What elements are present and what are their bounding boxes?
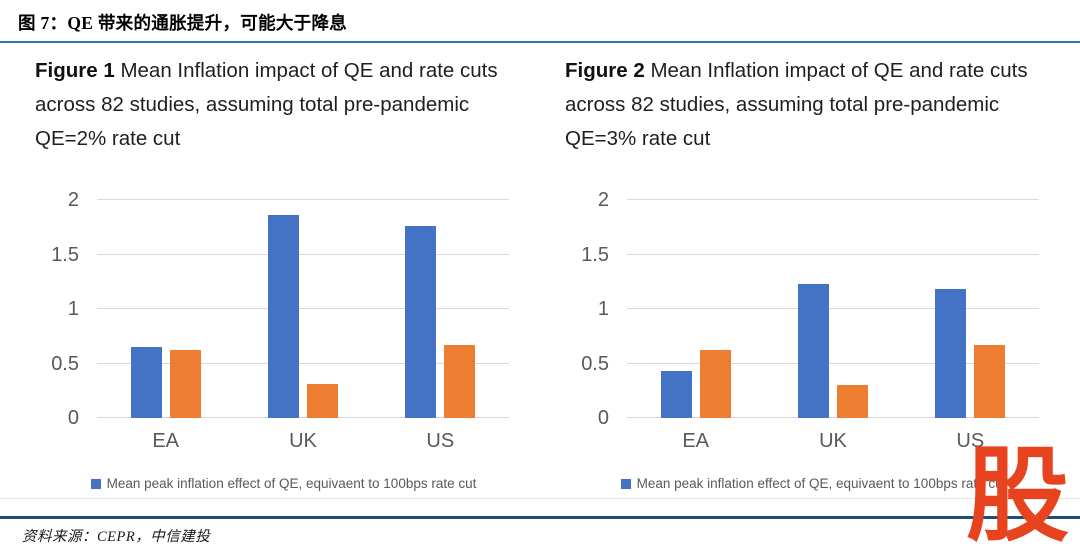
plot-area [627, 199, 1039, 418]
figure-caption: 图 7：QE 带来的通胀提升，可能大于降息 [18, 13, 348, 33]
bar-ea-series2 [699, 350, 731, 418]
bar-group-us [372, 200, 509, 418]
x-tick-label-ea: EA [682, 430, 709, 452]
y-tick-label: 1.5 [581, 243, 609, 266]
bar-uk-series1 [797, 283, 829, 418]
y-tick-label: 1.5 [51, 243, 79, 266]
x-tick-label-us: US [956, 430, 985, 452]
y-tick-label: 0 [67, 407, 79, 429]
gridline-y-0.5 [97, 362, 509, 364]
gridline-y-2 [97, 199, 509, 200]
y-tick-label: 0.5 [51, 352, 79, 375]
chart-bottom-faint-rule [0, 498, 1080, 499]
figure2-title-number: Figure 2 [565, 59, 645, 82]
bar-group-uk [764, 200, 901, 418]
bar-us-series2 [974, 344, 1006, 418]
data-source-note: 资料来源：CEPR，中信建投 [22, 529, 211, 545]
figure1-panel: Figure 1 Mean Inflation impact of QE and… [35, 52, 532, 512]
gridline-y-1 [627, 308, 1039, 309]
bar-group-ea [97, 200, 234, 418]
bar-uk-series2 [836, 385, 868, 418]
x-tick-label-uk: UK [289, 430, 317, 452]
bar-us-series1 [405, 226, 437, 418]
y-tick-label: 1 [67, 298, 79, 320]
bar-groups [627, 200, 1039, 418]
figure2-legend: Mean peak inflation effect of QE, equiva… [565, 476, 1062, 491]
figure-bottom-rule [0, 516, 1080, 519]
gridline-y-1.5 [627, 253, 1039, 255]
figure1-y-axis: 0 0.5 1 1.5 2 [35, 189, 79, 429]
bar-us-series1 [935, 289, 967, 418]
bar-group-ea [627, 200, 764, 418]
x-tick-label-uk: UK [819, 430, 847, 452]
figure1-legend: Mean peak inflation effect of QE, equiva… [35, 476, 532, 491]
figure2-panel: Figure 2 Mean Inflation impact of QE and… [565, 52, 1062, 512]
y-tick-label: 0 [597, 407, 609, 429]
y-tick-label: 1 [597, 298, 609, 320]
figure2-title: Figure 2 Mean Inflation impact of QE and… [565, 54, 1045, 156]
gridline-y-1.5 [97, 253, 509, 255]
legend-swatch-icon [90, 478, 101, 489]
bar-group-uk [234, 200, 371, 418]
x-tick-label-us: US [426, 430, 455, 452]
plot-area [97, 199, 509, 418]
y-tick-label: 2 [597, 189, 609, 211]
figure2-legend-label: Mean peak inflation effect of QE, equiva… [636, 476, 1007, 491]
bar-ea-series2 [169, 350, 201, 418]
bar-ea-series1 [130, 347, 162, 418]
figure2-title-text: Mean Inflation impact of QE and rate cut… [565, 59, 1028, 150]
bar-group-us [902, 200, 1039, 418]
figure1-title-text: Mean Inflation impact of QE and rate cut… [35, 59, 498, 150]
figure2-y-axis: 0 0.5 1 1.5 2 [565, 189, 609, 429]
y-tick-label: 2 [67, 189, 79, 211]
gridline-y-0 [627, 417, 1039, 418]
bar-ea-series1 [660, 371, 692, 418]
figure1-title: Figure 1 Mean Inflation impact of QE and… [35, 54, 515, 156]
bar-groups [97, 200, 509, 418]
x-tick-label-ea: EA [152, 430, 179, 452]
gridline-y-0.5 [627, 362, 1039, 364]
y-tick-label: 0.5 [581, 352, 609, 375]
gridline-y-1 [97, 308, 509, 309]
bar-us-series2 [444, 344, 476, 418]
figure1-legend-label: Mean peak inflation effect of QE, equiva… [106, 476, 477, 491]
stock-watermark: 股 [966, 438, 1069, 553]
figure2-x-axis: EA UK US [627, 430, 1039, 453]
bar-uk-series1 [267, 215, 299, 418]
bar-uk-series2 [306, 384, 338, 418]
figure1-x-axis: EA UK US [97, 430, 509, 453]
figure1-title-number: Figure 1 [35, 59, 115, 82]
gridline-y-0 [97, 417, 509, 418]
legend-swatch-icon [620, 478, 631, 489]
caption-divider-rule [0, 41, 1080, 43]
gridline-y-2 [627, 199, 1039, 200]
